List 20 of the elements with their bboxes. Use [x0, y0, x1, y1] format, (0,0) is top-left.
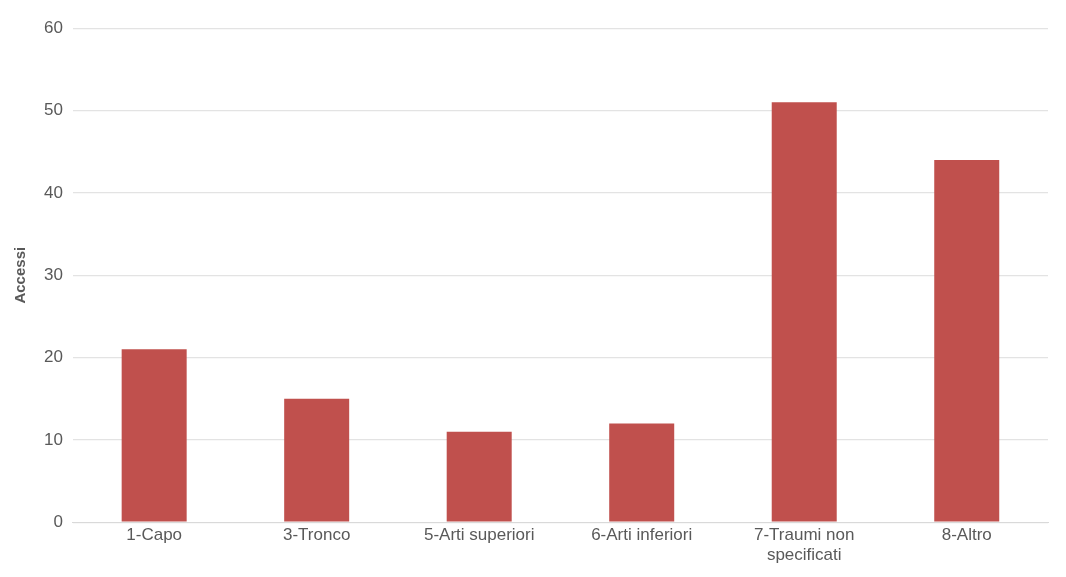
bar [121, 349, 187, 522]
y-tick-label: 60 [43, 17, 63, 37]
y-axis-title: Accessi [11, 246, 29, 304]
y-tick-label: 40 [43, 182, 63, 202]
x-tick-label: 7-Traumi non specificati [753, 525, 855, 565]
x-tick-label: 8-Altro [941, 525, 992, 545]
bar [446, 431, 512, 522]
y-tick-label: 10 [43, 429, 63, 449]
x-tick-label: 6-Arti inferiori [591, 525, 693, 545]
y-tick-label: 50 [43, 100, 63, 120]
bar [934, 159, 1000, 522]
x-tick-label: 1-Capo [126, 525, 183, 545]
y-tick-label: 30 [43, 264, 63, 284]
x-tick-label: 3-Tronco [282, 525, 351, 545]
bar [284, 398, 350, 522]
y-tick-label: 0 [53, 511, 63, 531]
x-tick-label: 5-Arti superiori [423, 525, 535, 545]
bar [609, 423, 675, 522]
bar [771, 102, 837, 522]
y-tick-label: 20 [43, 347, 63, 367]
